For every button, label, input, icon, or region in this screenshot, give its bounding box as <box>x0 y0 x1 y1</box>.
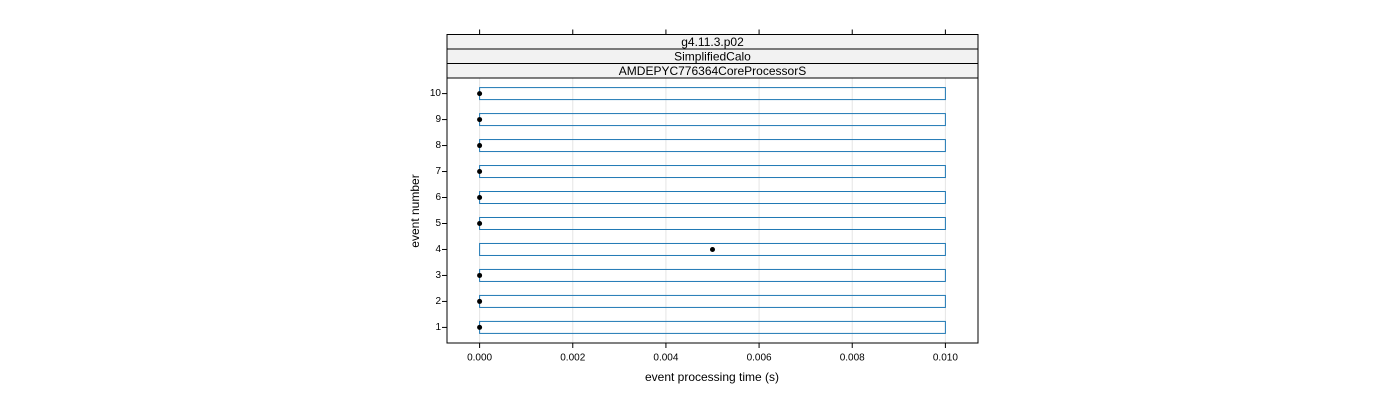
y-tick-label: 6 <box>435 192 441 203</box>
x-tick-label: 0.002 <box>560 353 585 364</box>
point <box>477 143 483 149</box>
point <box>477 117 483 123</box>
range-box <box>479 320 946 334</box>
range-box <box>479 87 946 101</box>
x-tick-label: 0.004 <box>653 353 678 364</box>
point <box>477 169 483 175</box>
point <box>710 246 715 252</box>
x-tick-label: 0.006 <box>747 353 772 364</box>
y-tick-label: 8 <box>435 140 441 151</box>
point <box>477 298 483 304</box>
range-box <box>479 242 946 256</box>
range-box <box>479 294 946 308</box>
point <box>477 272 483 278</box>
range-box <box>479 165 946 179</box>
point <box>477 220 483 226</box>
x-tick-label: 0.008 <box>840 353 865 364</box>
strip-label: g4.11.3.p02 <box>681 35 744 49</box>
range-box <box>479 113 946 127</box>
range-box <box>479 216 946 230</box>
y-tick-label: 5 <box>435 218 441 229</box>
x-tick-label: 0.000 <box>467 353 492 364</box>
y-tick-label: 10 <box>430 88 442 99</box>
strip-label: AMDEPYC776364CoreProcessorS <box>619 64 806 78</box>
y-tick-label: 2 <box>435 296 441 307</box>
y-axis-label: event number <box>408 174 422 247</box>
point <box>477 91 483 97</box>
point <box>477 324 483 330</box>
range-box <box>479 139 946 153</box>
y-tick-label: 3 <box>435 270 441 281</box>
y-tick-label: 4 <box>435 244 441 255</box>
x-axis-label: event processing time (s) <box>645 370 779 384</box>
y-tick-label: 7 <box>435 166 441 177</box>
range-box <box>479 191 946 205</box>
y-tick-label: 1 <box>435 322 441 333</box>
panel <box>446 77 979 344</box>
x-tick-label: 0.010 <box>933 353 958 364</box>
strip-label: SimplifiedCalo <box>674 49 751 63</box>
point <box>477 195 483 201</box>
range-box <box>479 268 946 282</box>
y-tick-label: 9 <box>435 114 441 125</box>
